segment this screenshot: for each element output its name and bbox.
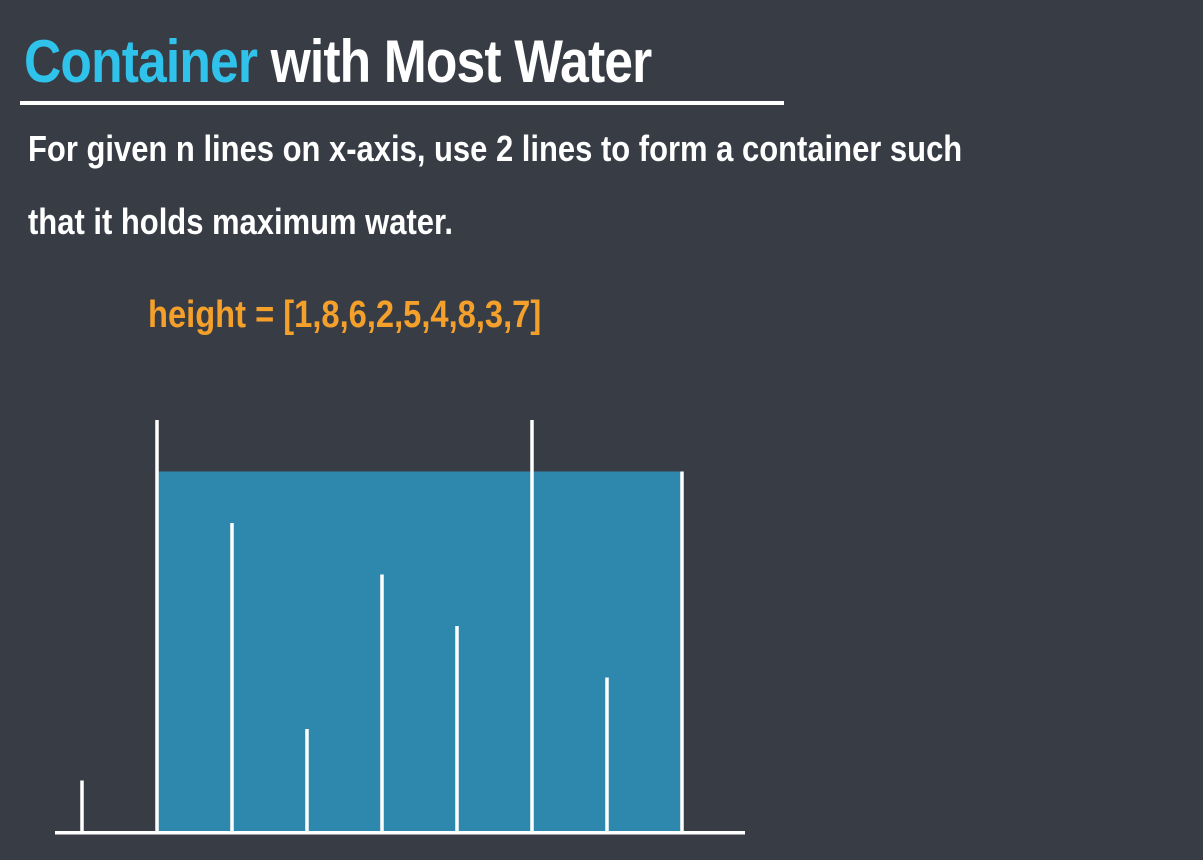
height-line-2 [230,523,234,832]
description-line-1: For given n lines on x-axis, use 2 lines… [28,128,963,169]
height-line-4 [380,574,384,832]
title-rest-text: with Most Water [270,28,653,95]
water-area [157,471,682,832]
x-axis-line [55,831,745,835]
height-array-label: height = [1,8,6,2,5,4,8,3,7] [148,294,542,336]
height-line-6 [530,420,534,832]
title-accent-text: Container [24,28,258,95]
description-line-2: that it holds maximum water. [28,201,453,242]
height-line-0 [80,780,84,832]
page-title: Container with Most Water [24,22,653,102]
height-line-8 [680,471,684,832]
height-line-7 [605,677,609,832]
title-underline [20,101,784,105]
height-line-5 [455,626,459,832]
height-line-1 [155,420,159,832]
height-line-3 [305,729,309,832]
